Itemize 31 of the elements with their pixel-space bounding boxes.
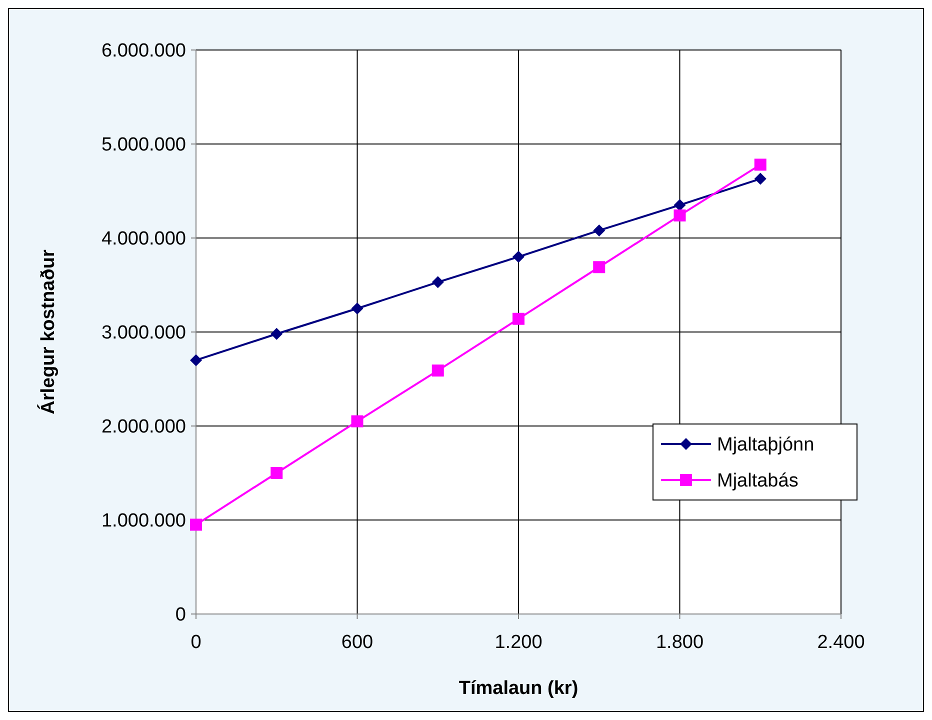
point xyxy=(432,364,444,377)
y-tick-label: 6.000.000 xyxy=(101,40,186,62)
point xyxy=(754,172,766,185)
x-tick-label: 600 xyxy=(341,632,374,653)
x-tick-label: 1.200 xyxy=(494,632,542,653)
y-tick-label: 2.000.000 xyxy=(101,416,186,438)
point xyxy=(351,415,364,428)
point xyxy=(512,250,524,263)
point xyxy=(351,302,364,314)
legend-label: Mjaltaþjónn xyxy=(717,434,814,456)
y-axis-title: Árlegur kostnaður xyxy=(37,249,59,414)
point xyxy=(270,328,283,340)
point xyxy=(754,158,766,171)
point xyxy=(674,209,686,222)
point xyxy=(512,312,524,325)
y-tick-label: 0 xyxy=(175,604,186,626)
x-axis-title: Tímalaun (kr) xyxy=(458,678,578,699)
y-tick-label: 1.000.000 xyxy=(101,510,186,532)
point xyxy=(593,261,606,274)
y-tick-label: 3.000.000 xyxy=(101,322,186,344)
point xyxy=(190,518,202,531)
y-tick-label: 5.000.000 xyxy=(101,134,186,156)
point xyxy=(190,354,202,366)
point xyxy=(270,467,283,479)
x-tick-label: 2.400 xyxy=(817,632,865,653)
legend-label: Mjaltabás xyxy=(717,470,798,492)
point xyxy=(593,224,606,236)
x-tick-label: 0 xyxy=(190,632,202,653)
y-tick-label: 4.000.000 xyxy=(101,228,186,250)
x-tick-label: 1.800 xyxy=(656,632,704,653)
point xyxy=(432,276,444,288)
